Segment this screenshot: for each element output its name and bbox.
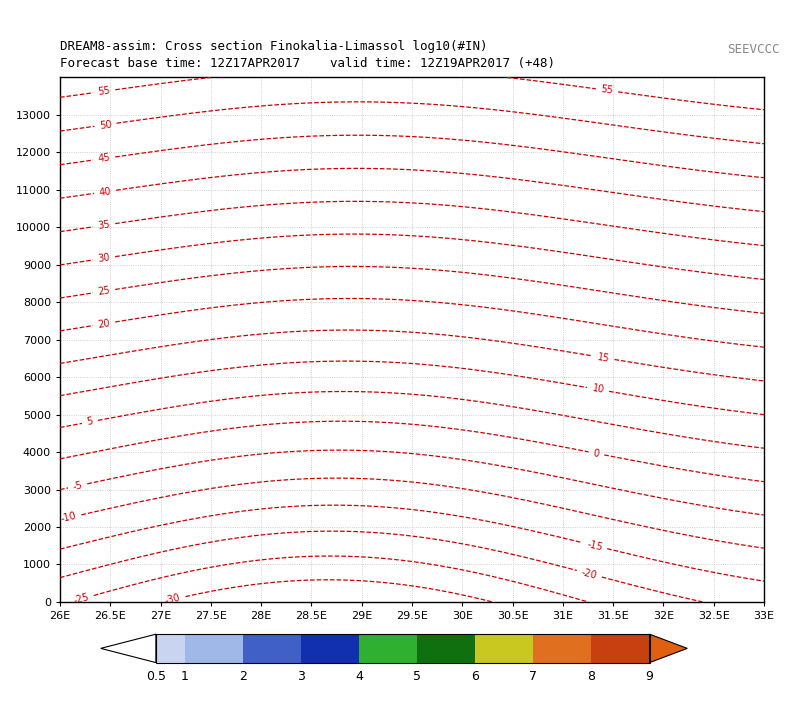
Text: SEEVCCC: SEEVCCC (727, 43, 780, 56)
Text: 8: 8 (587, 670, 595, 684)
Text: 4: 4 (355, 670, 363, 684)
Text: 10: 10 (591, 384, 605, 396)
Bar (591, 634, 650, 662)
Text: 30: 30 (98, 253, 111, 264)
Bar (418, 634, 475, 662)
Text: -30: -30 (164, 593, 182, 606)
Text: DREAM8-assim: Cross section Finokalia-Limassol log10(#IN): DREAM8-assim: Cross section Finokalia-Li… (60, 40, 487, 53)
Text: 20: 20 (98, 318, 111, 329)
Bar (534, 634, 591, 662)
Text: 50: 50 (98, 119, 112, 130)
Text: 5: 5 (86, 416, 94, 427)
Bar (359, 634, 418, 662)
Text: -20: -20 (580, 567, 598, 581)
Text: 45: 45 (98, 153, 111, 164)
Text: 0: 0 (593, 448, 600, 459)
Text: -25: -25 (72, 592, 90, 606)
Text: 6: 6 (471, 670, 479, 684)
Text: -15: -15 (586, 539, 603, 553)
Text: -10: -10 (60, 511, 78, 524)
Bar (301, 634, 359, 662)
Text: 25: 25 (97, 285, 111, 297)
Bar (475, 634, 534, 662)
Text: 1: 1 (181, 670, 189, 684)
Text: 55: 55 (98, 85, 111, 97)
Bar (243, 634, 301, 662)
Bar (156, 634, 650, 662)
Text: Forecast base time: 12Z17APR2017    valid time: 12Z19APR2017 (+48): Forecast base time: 12Z17APR2017 valid t… (60, 58, 555, 70)
Text: 2: 2 (239, 670, 247, 684)
Bar (156, 634, 185, 662)
Text: 15: 15 (597, 352, 610, 363)
Text: 9: 9 (646, 670, 654, 684)
Text: 5: 5 (414, 670, 422, 684)
Text: 0.5: 0.5 (146, 670, 166, 684)
Text: -5: -5 (72, 480, 83, 492)
Text: 40: 40 (98, 186, 112, 198)
Text: 7: 7 (530, 670, 538, 684)
Polygon shape (650, 634, 687, 662)
Polygon shape (101, 634, 156, 662)
Text: 55: 55 (600, 84, 614, 96)
Text: 35: 35 (98, 220, 111, 231)
Bar (185, 634, 243, 662)
Text: 3: 3 (297, 670, 305, 684)
